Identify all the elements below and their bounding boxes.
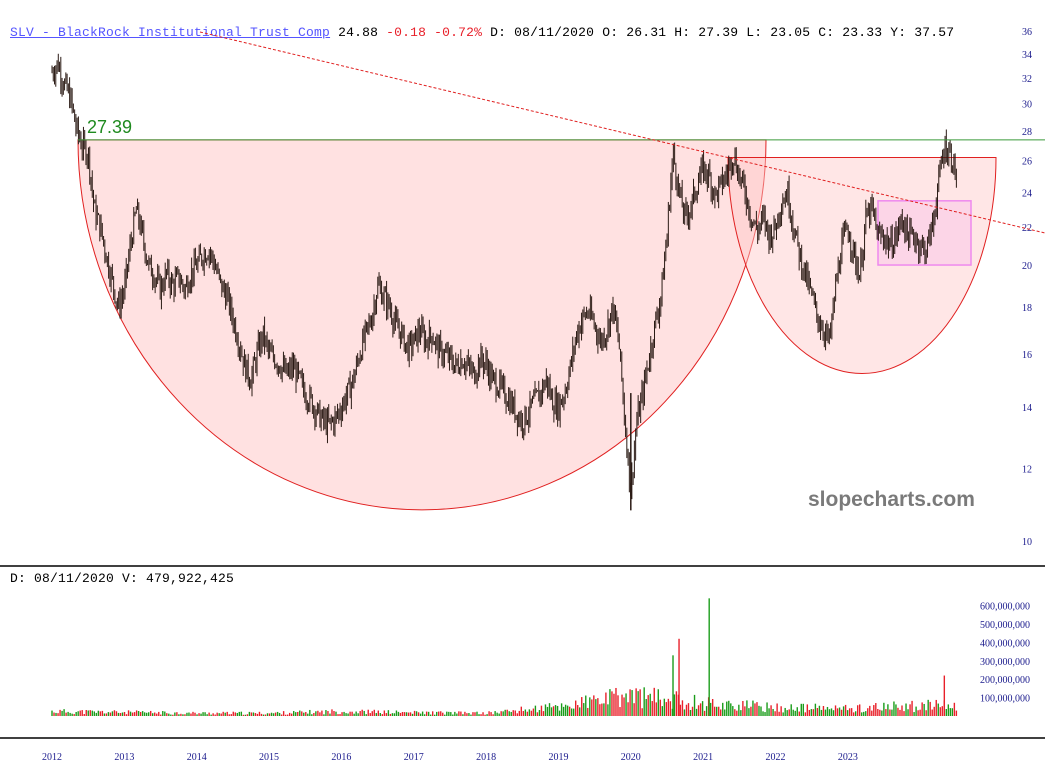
- ohlc-readout: D: 08/11/2020 O: 26.31 H: 27.39 L: 23.05…: [490, 25, 955, 40]
- price-axis-layer: 1012141618202224262830323436: [1022, 27, 1032, 548]
- y-tick-label: 10: [1022, 537, 1032, 548]
- ticker-link[interactable]: SLV - BlackRock Institutional Trust Comp: [10, 25, 331, 40]
- x-tick-label: 2013: [114, 752, 134, 763]
- y-tick-label: 36: [1022, 27, 1032, 38]
- x-tick-label: 2019: [548, 752, 568, 763]
- y-tick-label: 30: [1022, 100, 1032, 111]
- x-tick-label: 2014: [187, 752, 207, 763]
- x-tick-label: 2023: [838, 752, 858, 763]
- volume-header: D: 08/11/2020 V: 479,922,425: [10, 571, 235, 586]
- candle-layer: [51, 53, 957, 511]
- overlay-layer: 27.39 slopecharts.com: [0, 31, 1045, 739]
- x-tick-label: 2022: [766, 752, 786, 763]
- y-tick-label: 12: [1022, 464, 1032, 475]
- last-price: 24.88: [338, 25, 379, 40]
- x-tick-label: 2012: [42, 752, 62, 763]
- chart-header: SLV - BlackRock Institutional Trust Comp…: [10, 25, 954, 40]
- volume-layer: 100,000,000 200,000,000 300,000,000 400,000…: [51, 598, 1030, 716]
- y-tick-label: 26: [1022, 157, 1032, 168]
- x-tick-label: 2016: [331, 752, 351, 763]
- x-tick-label: 2018: [476, 752, 496, 763]
- resistance-label: 27.39: [87, 117, 132, 137]
- y-tick-label: 20: [1022, 261, 1032, 272]
- y-tick-label: 14: [1022, 403, 1032, 414]
- volume-tick-label: 600,000,000: [980, 602, 1030, 613]
- volume-tick-label: 400,000,000: [980, 638, 1030, 649]
- y-tick-label: 34: [1022, 50, 1032, 61]
- watermark-text: slopecharts.com: [808, 488, 975, 511]
- x-axis-layer: 2012 2013 2014 2015 2016 2017 2018 2019 2020 2021…: [42, 752, 858, 763]
- x-tick-label: 2021: [693, 752, 713, 763]
- y-tick-label: 32: [1022, 74, 1032, 85]
- price-change: -0.18: [386, 25, 427, 40]
- volume-tick-label: 100,000,000: [980, 694, 1030, 705]
- volume-tick-label: 500,000,000: [980, 620, 1030, 631]
- price-change-pct: -0.72%: [434, 25, 483, 40]
- x-tick-label: 2015: [259, 752, 279, 763]
- y-tick-label: 16: [1022, 350, 1032, 361]
- bowl-layer: [77, 139, 997, 511]
- y-tick-label: 18: [1022, 303, 1032, 314]
- x-tick-label: 2017: [404, 752, 424, 763]
- y-tick-label: 24: [1022, 188, 1032, 199]
- volume-tick-label: 300,000,000: [980, 657, 1030, 668]
- x-tick-label: 2020: [621, 752, 641, 763]
- volume-tick-label: 200,000,000: [980, 675, 1030, 686]
- y-tick-label: 28: [1022, 127, 1032, 138]
